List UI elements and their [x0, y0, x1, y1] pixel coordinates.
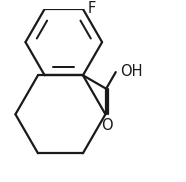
- Text: OH: OH: [120, 64, 142, 79]
- Text: O: O: [101, 118, 113, 133]
- Text: F: F: [88, 1, 96, 15]
